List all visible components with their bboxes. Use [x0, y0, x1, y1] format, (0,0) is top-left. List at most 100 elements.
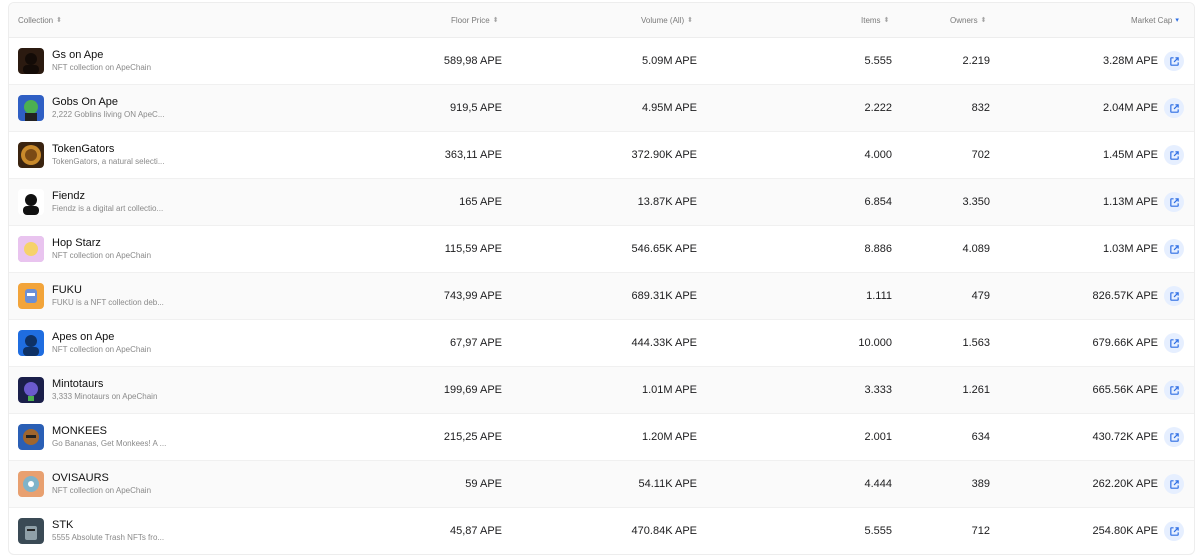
items-column-header[interactable]: Items ⬍: [861, 3, 889, 37]
collection-column-header[interactable]: Collection ⬍: [18, 3, 62, 37]
market-cap-value: 826.57K APE: [1092, 290, 1158, 302]
floor-price-header-label: Floor Price: [451, 15, 490, 25]
external-link-icon: [1169, 291, 1179, 301]
table-row[interactable]: Gobs On Ape 2,222 Goblins living ON ApeC.…: [9, 85, 1194, 132]
ovisaur-icon: [18, 471, 44, 497]
collection-name[interactable]: MONKEES: [52, 425, 108, 437]
external-link-icon: [1169, 103, 1179, 113]
items-value: 3.333: [864, 384, 892, 396]
collection-name[interactable]: Gobs On Ape: [52, 96, 119, 108]
table-body: Gs on Ape NFT collection on ApeChain 589,9…: [9, 38, 1194, 554]
goblin-icon: [18, 95, 44, 121]
collection-description: TokenGators, a natural selecti...: [52, 157, 165, 166]
collection-info: FUKU FUKU is a NFT collection deb...: [52, 284, 182, 309]
collection-name[interactable]: Apes on Ape: [52, 331, 115, 343]
floor-price-value: 589,98 APE: [443, 55, 502, 67]
collection-info: Apes on Ape NFT collection on ApeChain: [52, 331, 182, 356]
collection-info: OVISAURS NFT collection on ApeChain: [52, 472, 182, 497]
table-row[interactable]: Apes on Ape NFT collection on ApeChain 67,…: [9, 320, 1194, 367]
collection-info: Mintotaurs 3,333 Minotaurs on ApeChain: [52, 378, 182, 403]
owners-column-header[interactable]: Owners ⬍: [950, 3, 986, 37]
volume-column-header[interactable]: Volume (All) ⬍: [641, 3, 693, 37]
market-cap-header-label: Market Cap: [1131, 15, 1173, 25]
open-collection-button[interactable]: [1164, 145, 1184, 165]
collection-name[interactable]: Gs on Ape: [52, 49, 104, 61]
collection-name[interactable]: TokenGators: [52, 143, 115, 155]
open-collection-button[interactable]: [1164, 380, 1184, 400]
external-link-icon: [1169, 197, 1179, 207]
open-collection-button[interactable]: [1164, 333, 1184, 353]
collection-name[interactable]: Mintotaurs: [52, 378, 104, 390]
open-collection-button[interactable]: [1164, 521, 1184, 541]
items-value: 6.854: [864, 196, 892, 208]
open-collection-button[interactable]: [1164, 192, 1184, 212]
owners-value: 712: [971, 525, 990, 537]
market-cap-value: 1.13M APE: [1102, 196, 1158, 208]
table-row[interactable]: FUKU FUKU is a NFT collection deb... 743,9…: [9, 273, 1194, 320]
floor-price-value: 45,87 APE: [450, 525, 502, 537]
collection-info: MONKEES Go Bananas, Get Monkees! A ...: [52, 425, 182, 450]
volume-value: 444.33K APE: [631, 337, 697, 349]
collection-description: 5555 Absolute Trash NFTs fro...: [52, 533, 165, 542]
table-row[interactable]: Gs on Ape NFT collection on ApeChain 589,9…: [9, 38, 1194, 85]
market-cap-column-header[interactable]: Market Cap ▾: [1131, 3, 1179, 37]
monkey-icon: [18, 424, 44, 450]
external-link-icon: [1169, 338, 1179, 348]
items-value: 5.555: [864, 525, 892, 537]
fiend-silhouette-icon: [18, 189, 44, 215]
open-collection-button[interactable]: [1164, 474, 1184, 494]
collection-description: NFT collection on ApeChain: [52, 345, 152, 354]
external-link-icon: [1169, 385, 1179, 395]
floor-price-value: 199,69 APE: [443, 384, 502, 396]
open-collection-button[interactable]: [1164, 98, 1184, 118]
owners-value: 479: [971, 290, 990, 302]
floor-price-value: 215,25 APE: [443, 431, 502, 443]
items-header-label: Items: [861, 15, 881, 25]
floor-price-value: 67,97 APE: [450, 337, 502, 349]
collection-name[interactable]: STK: [52, 519, 74, 531]
external-link-icon: [1169, 244, 1179, 254]
items-value: 5.555: [864, 55, 892, 67]
volume-value: 4.95M APE: [641, 102, 697, 114]
table-row[interactable]: OVISAURS NFT collection on ApeChain 59 APE…: [9, 461, 1194, 508]
collection-info: STK 5555 Absolute Trash NFTs fro...: [52, 519, 182, 544]
external-link-icon: [1169, 432, 1179, 442]
collection-name[interactable]: Hop Starz: [52, 237, 101, 249]
collection-name[interactable]: OVISAURS: [52, 472, 109, 484]
table-row[interactable]: TokenGators TokenGators, a natural select…: [9, 132, 1194, 179]
collection-description: NFT collection on ApeChain: [52, 251, 152, 260]
collection-description: 3,333 Minotaurs on ApeChain: [52, 392, 158, 401]
floor-price-value: 919,5 APE: [450, 102, 502, 114]
volume-value: 470.84K APE: [631, 525, 697, 537]
collection-info: Fiendz Fiendz is a digital art collectio.…: [52, 190, 182, 215]
volume-value: 689.31K APE: [631, 290, 697, 302]
owners-value: 832: [971, 102, 990, 114]
table-row[interactable]: MONKEES Go Bananas, Get Monkees! A ... 215…: [9, 414, 1194, 461]
open-collection-button[interactable]: [1164, 51, 1184, 71]
volume-value: 13.87K APE: [637, 196, 697, 208]
table-row[interactable]: Mintotaurs 3,333 Minotaurs on ApeChain 199…: [9, 367, 1194, 414]
volume-header-label: Volume (All): [641, 15, 685, 25]
market-cap-value: 679.66K APE: [1092, 337, 1158, 349]
floor-price-column-header[interactable]: Floor Price ⬍: [451, 3, 499, 37]
collection-info: Gs on Ape NFT collection on ApeChain: [52, 49, 182, 74]
open-collection-button[interactable]: [1164, 239, 1184, 259]
table-row[interactable]: STK 5555 Absolute Trash NFTs fro... 45,87 …: [9, 508, 1194, 554]
collection-info: TokenGators TokenGators, a natural select…: [52, 143, 182, 168]
fuku-character-icon: [18, 283, 44, 309]
external-link-icon: [1169, 150, 1179, 160]
owners-value: 634: [971, 431, 990, 443]
collection-info: Hop Starz NFT collection on ApeChain: [52, 237, 182, 262]
minotaur-icon: [18, 377, 44, 403]
hop-starz-icon: [18, 236, 44, 262]
market-cap-value: 2.04M APE: [1102, 102, 1158, 114]
table-row[interactable]: Hop Starz NFT collection on ApeChain 115,5…: [9, 226, 1194, 273]
collection-name[interactable]: FUKU: [52, 284, 82, 296]
collection-name[interactable]: Fiendz: [52, 190, 86, 202]
table-row[interactable]: Fiendz Fiendz is a digital art collectio.…: [9, 179, 1194, 226]
collection-description: 2,222 Goblins living ON ApeC...: [52, 110, 165, 119]
collections-table: Collection ⬍ Floor Price ⬍ Volume (All) ⬍ I…: [8, 2, 1195, 555]
open-collection-button[interactable]: [1164, 427, 1184, 447]
items-value: 4.000: [864, 149, 892, 161]
open-collection-button[interactable]: [1164, 286, 1184, 306]
